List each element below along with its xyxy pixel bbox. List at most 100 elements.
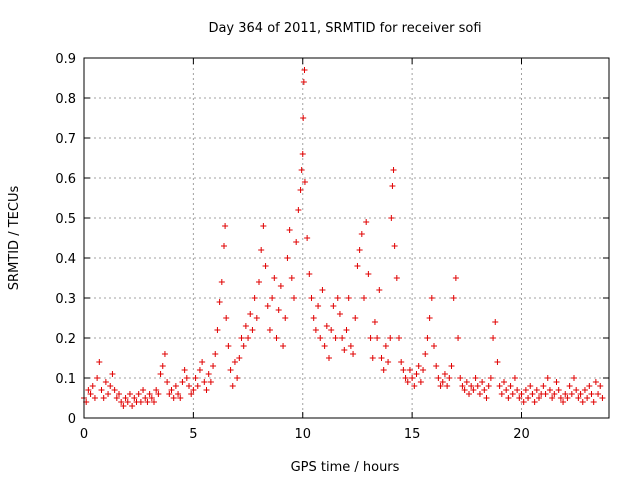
data-point xyxy=(301,179,308,185)
data-point xyxy=(140,387,147,393)
data-point xyxy=(398,359,405,365)
data-point xyxy=(352,315,359,321)
x-tick-label: 15 xyxy=(404,427,421,442)
data-point xyxy=(435,375,442,381)
data-point xyxy=(264,303,271,309)
data-point xyxy=(98,387,105,393)
data-point xyxy=(590,399,597,405)
data-point xyxy=(319,287,326,293)
data-point xyxy=(107,383,114,389)
data-point xyxy=(91,395,98,401)
data-point xyxy=(457,375,464,381)
data-point xyxy=(116,391,122,397)
data-point xyxy=(455,335,462,341)
data-point xyxy=(124,399,131,405)
data-point xyxy=(214,327,221,333)
data-point xyxy=(431,343,437,349)
data-point xyxy=(597,383,604,389)
data-point xyxy=(183,375,190,381)
data-point xyxy=(321,343,328,349)
x-tick-label: 0 xyxy=(80,427,88,442)
data-point xyxy=(166,391,173,397)
data-point xyxy=(584,395,591,401)
data-point xyxy=(586,383,593,389)
data-point xyxy=(229,383,236,389)
data-point xyxy=(234,375,241,381)
data-point xyxy=(188,391,195,397)
data-point xyxy=(260,223,267,229)
data-point xyxy=(358,231,365,237)
data-point xyxy=(135,391,142,397)
data-point xyxy=(413,371,420,377)
data-point xyxy=(501,379,507,385)
data-point xyxy=(520,399,527,405)
data-point xyxy=(177,395,184,401)
data-point xyxy=(89,383,96,389)
data-point xyxy=(225,343,232,349)
data-point xyxy=(277,283,284,289)
data-point xyxy=(172,383,179,389)
data-point xyxy=(87,391,94,397)
data-point xyxy=(579,399,586,405)
data-point xyxy=(568,391,575,397)
data-point xyxy=(468,383,475,389)
data-point xyxy=(271,275,278,281)
data-point xyxy=(402,375,409,381)
data-point xyxy=(336,311,343,317)
data-point xyxy=(129,403,136,409)
data-point xyxy=(280,343,287,349)
data-points xyxy=(81,67,606,409)
data-point xyxy=(306,271,313,277)
data-point xyxy=(282,315,289,321)
data-point xyxy=(190,387,197,393)
data-point xyxy=(437,383,444,389)
x-tick-label: 20 xyxy=(513,427,530,442)
data-point xyxy=(347,343,354,349)
data-point xyxy=(155,391,162,397)
data-point xyxy=(297,187,304,193)
data-point xyxy=(210,363,217,369)
data-point xyxy=(199,359,206,365)
data-point xyxy=(253,315,260,321)
data-point xyxy=(577,391,584,397)
data-point xyxy=(531,399,538,405)
data-point xyxy=(312,327,319,333)
data-point xyxy=(564,395,571,401)
data-point xyxy=(365,271,372,277)
data-point xyxy=(345,295,352,301)
data-point xyxy=(595,391,602,397)
data-point xyxy=(367,335,374,341)
plot-frame xyxy=(83,57,610,419)
data-point xyxy=(393,275,400,281)
data-point xyxy=(417,379,424,385)
data-point xyxy=(249,327,256,333)
data-point xyxy=(557,395,564,401)
data-point xyxy=(315,303,322,309)
data-point xyxy=(148,395,155,401)
data-point xyxy=(341,347,348,353)
data-point xyxy=(575,395,582,401)
data-point xyxy=(181,367,188,373)
data-point xyxy=(459,383,466,389)
data-point xyxy=(146,391,153,397)
data-point xyxy=(496,383,503,389)
data-point xyxy=(300,79,307,85)
data-point xyxy=(223,315,230,321)
data-point xyxy=(387,335,394,341)
data-point xyxy=(262,263,269,269)
data-point xyxy=(212,351,219,357)
y-tick-label: 0.9 xyxy=(55,52,76,67)
data-point xyxy=(390,167,397,173)
x-tick-label: 10 xyxy=(294,427,311,442)
data-point xyxy=(293,239,300,245)
data-point xyxy=(216,299,223,305)
data-point xyxy=(361,295,367,301)
data-point xyxy=(94,375,101,381)
data-point xyxy=(96,359,103,365)
data-point xyxy=(159,363,166,369)
data-point xyxy=(546,387,553,393)
data-point xyxy=(404,379,411,385)
data-point xyxy=(295,207,302,213)
data-point xyxy=(137,399,144,405)
data-point xyxy=(378,355,385,361)
